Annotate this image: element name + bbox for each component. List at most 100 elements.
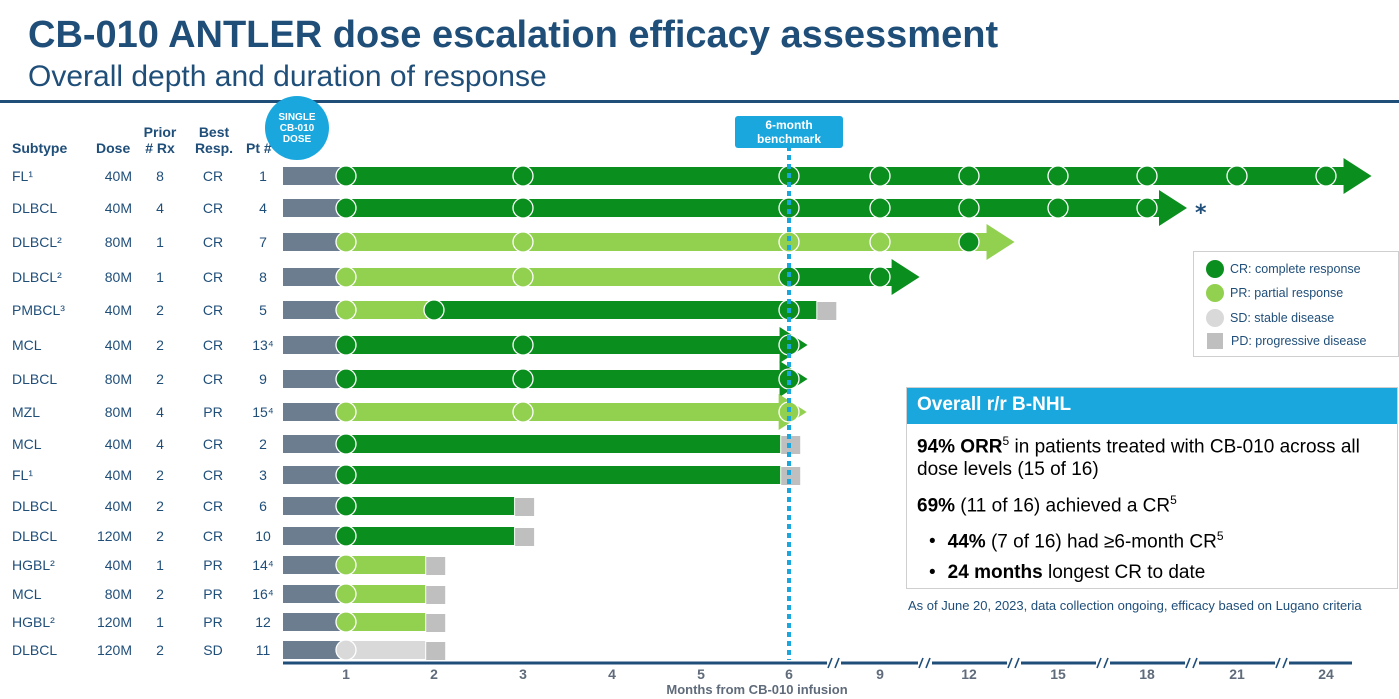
response-bar-segment — [346, 527, 515, 545]
row-patient-number: 15⁴ — [252, 404, 274, 420]
row-prior-rx: 1 — [156, 614, 164, 630]
pd-square-icon — [1207, 333, 1223, 349]
b2-text: longest CR to date — [1042, 562, 1206, 583]
x-tick-label: 5 — [697, 666, 705, 682]
legend-label-pd: PD: progressive disease — [1231, 334, 1367, 348]
row-dose: 80M — [105, 269, 132, 285]
row-prior-rx: 2 — [156, 642, 164, 658]
row-dose: 120M — [97, 614, 132, 630]
row-subtype: DLBCL — [12, 642, 57, 658]
progressive-disease-marker — [426, 557, 446, 575]
response-bar-segment — [346, 199, 1147, 217]
assessment-dot — [512, 231, 534, 253]
row-patient-number: 11 — [256, 642, 271, 658]
row-best-response: CR — [203, 234, 223, 250]
assessment-dot — [335, 464, 357, 486]
col-header-pt: Pt # — [246, 140, 272, 156]
row-dose: 40M — [105, 200, 132, 216]
row-dose: 80M — [105, 404, 132, 420]
bullet-longest-cr: • 24 months longest CR to date — [929, 561, 1205, 584]
row-prior-rx: 4 — [156, 404, 164, 420]
pre-infusion-bar — [283, 497, 346, 515]
row-subtype: HGBL² — [12, 614, 55, 630]
row-prior-rx: 2 — [156, 371, 164, 387]
progressive-disease-marker — [426, 586, 446, 604]
row-patient-number: 2 — [259, 436, 267, 452]
row-subtype: MCL — [12, 436, 42, 452]
row-patient-number: 13⁴ — [252, 337, 274, 353]
badge-line1: SINGLE — [278, 111, 316, 123]
orr-text: in patients treated with CB-010 across a… — [917, 436, 1360, 481]
ongoing-arrow — [986, 224, 1015, 260]
progressive-disease-marker — [781, 467, 801, 485]
pre-infusion-bar — [283, 370, 346, 388]
cr-statement: 69% (11 of 16) achieved a CR5 — [917, 489, 1177, 517]
col-header-best-line2: Resp. — [194, 140, 234, 156]
assessment-dot — [335, 639, 357, 661]
row-patient-number: 8 — [259, 269, 267, 285]
assessment-dot — [1047, 197, 1069, 219]
assessment-dot — [335, 433, 357, 455]
row-subtype: MCL — [12, 337, 42, 353]
response-bar-segment — [789, 268, 880, 286]
x-axis-title: Months from CB-010 infusion — [666, 682, 847, 697]
row-prior-rx: 2 — [156, 586, 164, 602]
assessment-dot — [335, 525, 357, 547]
row-best-response: CR — [203, 337, 223, 353]
row-prior-rx: 4 — [156, 436, 164, 452]
row-patient-number: 7 — [259, 234, 267, 250]
row-prior-rx: 1 — [156, 557, 164, 573]
axis-break-mark — [925, 657, 931, 669]
assessment-dot — [512, 197, 534, 219]
legend-item-sd: SD: stable disease — [1206, 309, 1334, 327]
response-bar-segment — [346, 233, 969, 251]
assessment-dot — [1315, 165, 1337, 187]
assessment-dot — [335, 368, 357, 390]
row-patient-number: 12 — [255, 614, 271, 630]
axis-break-mark — [1192, 657, 1198, 669]
row-prior-rx: 2 — [156, 467, 164, 483]
row-dose: 40M — [105, 557, 132, 573]
row-patient-number: 4 — [259, 200, 267, 216]
assessment-dot — [335, 334, 357, 356]
pre-infusion-bar — [283, 336, 346, 354]
ongoing-arrow — [891, 259, 920, 295]
row-subtype: DLBCL — [12, 371, 57, 387]
row-prior-rx: 2 — [156, 302, 164, 318]
page-title: CB-010 ANTLER dose escalation efficacy a… — [28, 14, 999, 56]
row-dose: 40M — [105, 436, 132, 452]
bullet-icon: • — [929, 562, 936, 583]
row-dose: 80M — [105, 586, 132, 602]
orr-statement: 94% ORR5 in patients treated with CB-010… — [917, 430, 1387, 481]
legend-item-pd: PD: progressive disease — [1206, 333, 1366, 349]
response-bar-segment — [346, 435, 781, 453]
axis-break-mark — [827, 657, 833, 669]
row-subtype: MZL — [12, 404, 40, 420]
row-best-response: CR — [203, 371, 223, 387]
title-divider — [0, 100, 1399, 103]
assessment-dot — [335, 611, 357, 633]
pre-infusion-bar — [283, 268, 346, 286]
x-tick-label: 24 — [1318, 666, 1334, 682]
response-bar-segment — [346, 613, 426, 631]
x-tick-label: 2 — [430, 666, 438, 682]
progressive-disease-marker — [515, 528, 535, 546]
row-patient-number: 14⁴ — [252, 557, 274, 573]
row-dose: 120M — [97, 642, 132, 658]
row-best-response: CR — [203, 498, 223, 514]
pre-infusion-bar — [283, 233, 346, 251]
row-patient-number: 3 — [259, 467, 267, 483]
assessment-dot — [335, 266, 357, 288]
row-prior-rx: 2 — [156, 528, 164, 544]
pre-infusion-bar — [283, 466, 346, 484]
legend-label-sd: SD: stable disease — [1230, 311, 1335, 325]
x-tick-label: 3 — [519, 666, 527, 682]
row-dose: 40M — [105, 467, 132, 483]
response-bar-segment — [346, 556, 426, 574]
axis-break-mark — [1007, 657, 1013, 669]
row-patient-number: 6 — [259, 498, 267, 514]
progressive-disease-marker — [515, 498, 535, 516]
response-bar-segment — [346, 268, 789, 286]
row-best-response: PR — [203, 614, 222, 630]
response-bar-segment — [346, 301, 434, 319]
